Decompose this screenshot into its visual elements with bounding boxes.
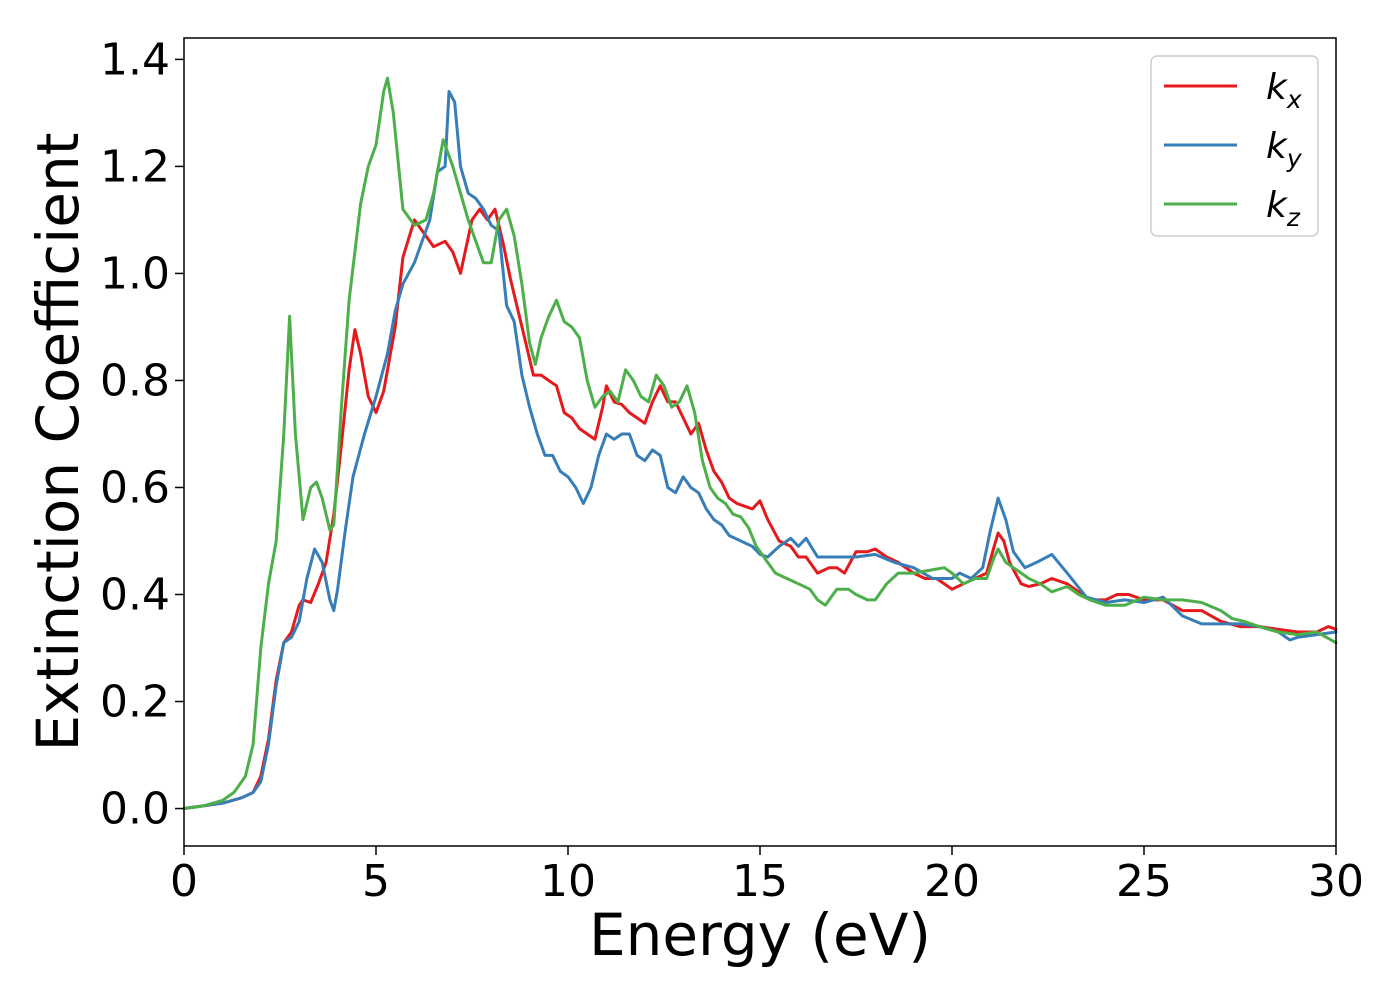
series-line-k-x	[182, 207, 1338, 810]
y-tick-label: 0.0	[100, 784, 170, 835]
x-tick-label: 25	[1116, 856, 1172, 907]
x-tick-label: 20	[924, 856, 980, 907]
series-line-k-z	[182, 76, 1338, 810]
series-line-k-y	[182, 90, 1338, 810]
y-tick-label: 0.8	[100, 355, 170, 406]
legend-label: kz	[1266, 185, 1301, 232]
legend-items: kx ky kz	[1164, 67, 1303, 232]
y-tick-label: 0.4	[100, 570, 170, 621]
legend-label: kx	[1266, 67, 1302, 114]
x-tick-label: 10	[540, 856, 596, 907]
x-tick-label: 15	[732, 856, 788, 907]
y-tick-label: 1.0	[100, 248, 170, 299]
series-lines	[182, 76, 1338, 810]
y-axis-ticks: 0.0 0.2 0.4 0.6 0.8 1.0 1.2 1.4	[100, 34, 184, 835]
x-tick-label: 30	[1308, 856, 1364, 907]
y-axis-title: Extinction Coefficient	[24, 133, 92, 752]
legend-label: ky	[1266, 126, 1303, 173]
y-tick-label: 1.2	[100, 141, 170, 192]
x-tick-label: 0	[170, 856, 198, 907]
legend: kx ky kz	[1150, 55, 1319, 237]
x-axis-ticks: 0 5 10 15 20 25 30	[170, 846, 1364, 907]
x-tick-label: 5	[362, 856, 390, 907]
y-tick-label: 1.4	[100, 34, 170, 85]
y-tick-label: 0.6	[100, 462, 170, 513]
x-axis-title: Energy (eV)	[589, 901, 931, 969]
y-tick-label: 0.2	[100, 677, 170, 728]
